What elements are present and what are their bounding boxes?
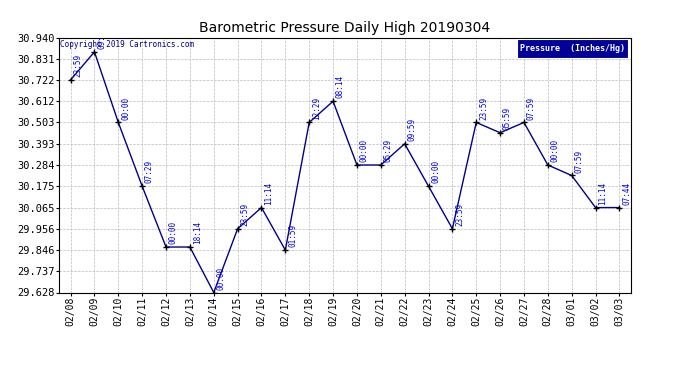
Text: 00:00: 00:00 <box>359 139 368 162</box>
Text: 08:14: 08:14 <box>336 75 345 99</box>
Text: Copyright 2019 Cartronics.com: Copyright 2019 Cartronics.com <box>60 40 194 49</box>
Text: 00:00: 00:00 <box>169 221 178 244</box>
Title: Barometric Pressure Daily High 20190304: Barometric Pressure Daily High 20190304 <box>199 21 491 35</box>
Text: 07:59: 07:59 <box>575 150 584 173</box>
Text: 05:29: 05:29 <box>384 139 393 162</box>
Text: 18:14: 18:14 <box>193 221 201 244</box>
Text: 00:00: 00:00 <box>217 267 226 290</box>
Text: 09:59: 09:59 <box>407 118 417 141</box>
Text: 07:44: 07:44 <box>622 182 631 205</box>
Text: 23:59: 23:59 <box>240 203 249 226</box>
Text: 00:00: 00:00 <box>121 96 130 120</box>
Text: 09:: 09: <box>97 35 106 49</box>
Text: 07:59: 07:59 <box>526 96 535 120</box>
Text: 11:14: 11:14 <box>598 182 607 205</box>
Text: 05:59: 05:59 <box>503 107 512 130</box>
Text: 11:14: 11:14 <box>264 182 273 205</box>
Text: 23:59: 23:59 <box>479 96 488 120</box>
Text: 01:59: 01:59 <box>288 224 297 248</box>
Text: 00:00: 00:00 <box>431 160 440 183</box>
Bar <box>517 39 629 58</box>
Text: 23:59: 23:59 <box>455 203 464 226</box>
Text: 00:00: 00:00 <box>551 139 560 162</box>
Text: 12:29: 12:29 <box>312 96 321 120</box>
Text: 23:59: 23:59 <box>73 54 82 77</box>
Text: 07:29: 07:29 <box>145 160 154 183</box>
Text: Pressure  (Inches/Hg): Pressure (Inches/Hg) <box>520 44 625 53</box>
